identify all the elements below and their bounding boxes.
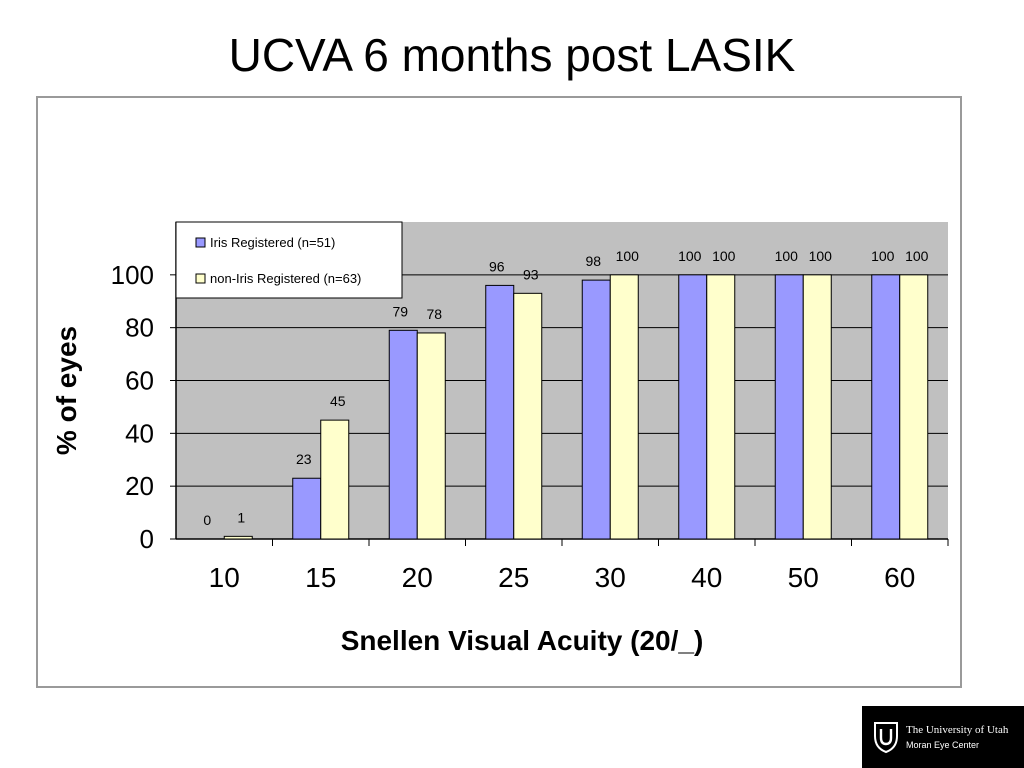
bar-series-1: [678, 274, 708, 540]
y-tick-label: 80: [125, 313, 154, 343]
x-tick-label: 15: [305, 562, 336, 593]
data-label: 0: [203, 512, 211, 528]
university-logo: The University of Utah Moran Eye Center: [862, 706, 1024, 768]
data-label: 23: [296, 451, 312, 467]
bar-series-1: [388, 329, 418, 540]
data-label: 1: [237, 509, 245, 525]
legend-box: [175, 221, 403, 299]
x-tick-label: 20: [402, 562, 433, 593]
y-tick-label: 40: [125, 418, 154, 448]
data-label: 45: [330, 393, 346, 409]
slide-title: UCVA 6 months post LASIK: [228, 29, 796, 81]
bar-series-2: [706, 274, 736, 540]
data-label: 100: [616, 248, 640, 264]
bar-series-2: [513, 292, 543, 540]
x-tick-label: 40: [691, 562, 722, 593]
y-tick-label: 100: [111, 260, 154, 290]
x-axis-title: Snellen Visual Acuity (20/_): [341, 625, 704, 656]
legend-label-2: non-Iris Registered (n=63): [210, 271, 361, 286]
bar-series-1: [774, 274, 804, 540]
legend-label-1: Iris Registered (n=51): [210, 235, 335, 250]
data-label: 100: [905, 248, 929, 264]
legend-swatch-2: [195, 273, 206, 284]
data-label: 96: [489, 258, 505, 274]
bar-series-2: [416, 332, 446, 540]
y-tick-label: 20: [125, 471, 154, 501]
bar-series-2: [320, 419, 350, 540]
data-label: 100: [712, 248, 736, 264]
bar-series-2: [609, 274, 639, 540]
x-tick-label: 50: [788, 562, 819, 593]
x-tick-label: 25: [498, 562, 529, 593]
bar-series-1: [292, 477, 322, 540]
data-label: 93: [523, 266, 539, 282]
x-tick-label: 30: [595, 562, 626, 593]
bar-series-1: [871, 274, 901, 540]
bar-series-2: [899, 274, 929, 540]
data-label: 100: [809, 248, 833, 264]
data-label: 100: [871, 248, 895, 264]
x-tick-label: 10: [209, 562, 240, 593]
logo-center-text: Moran Eye Center: [906, 740, 980, 750]
data-label: 78: [426, 306, 442, 322]
bar-series-2: [802, 274, 832, 540]
moran-shield-icon: [874, 722, 898, 754]
bar-series-2: [223, 535, 253, 540]
bar-series-1: [485, 284, 515, 540]
bar-series-1: [581, 279, 611, 540]
chart-frame: 0 20 40 60 80 100 10 0 1 15 23 45 20 79 78 25 96 93 30 98 10…: [36, 96, 962, 688]
data-label: 100: [678, 248, 702, 264]
data-label: 79: [392, 303, 408, 319]
logo-university-text: The University of Utah: [906, 724, 1009, 736]
y-tick-label: 60: [125, 366, 154, 396]
data-label: 98: [585, 253, 601, 269]
data-label: 100: [775, 248, 799, 264]
x-tick-label: 60: [884, 562, 915, 593]
y-tick-label: 0: [140, 524, 154, 554]
y-axis-title: % of eyes: [51, 326, 82, 455]
legend-swatch-1: [195, 237, 206, 248]
